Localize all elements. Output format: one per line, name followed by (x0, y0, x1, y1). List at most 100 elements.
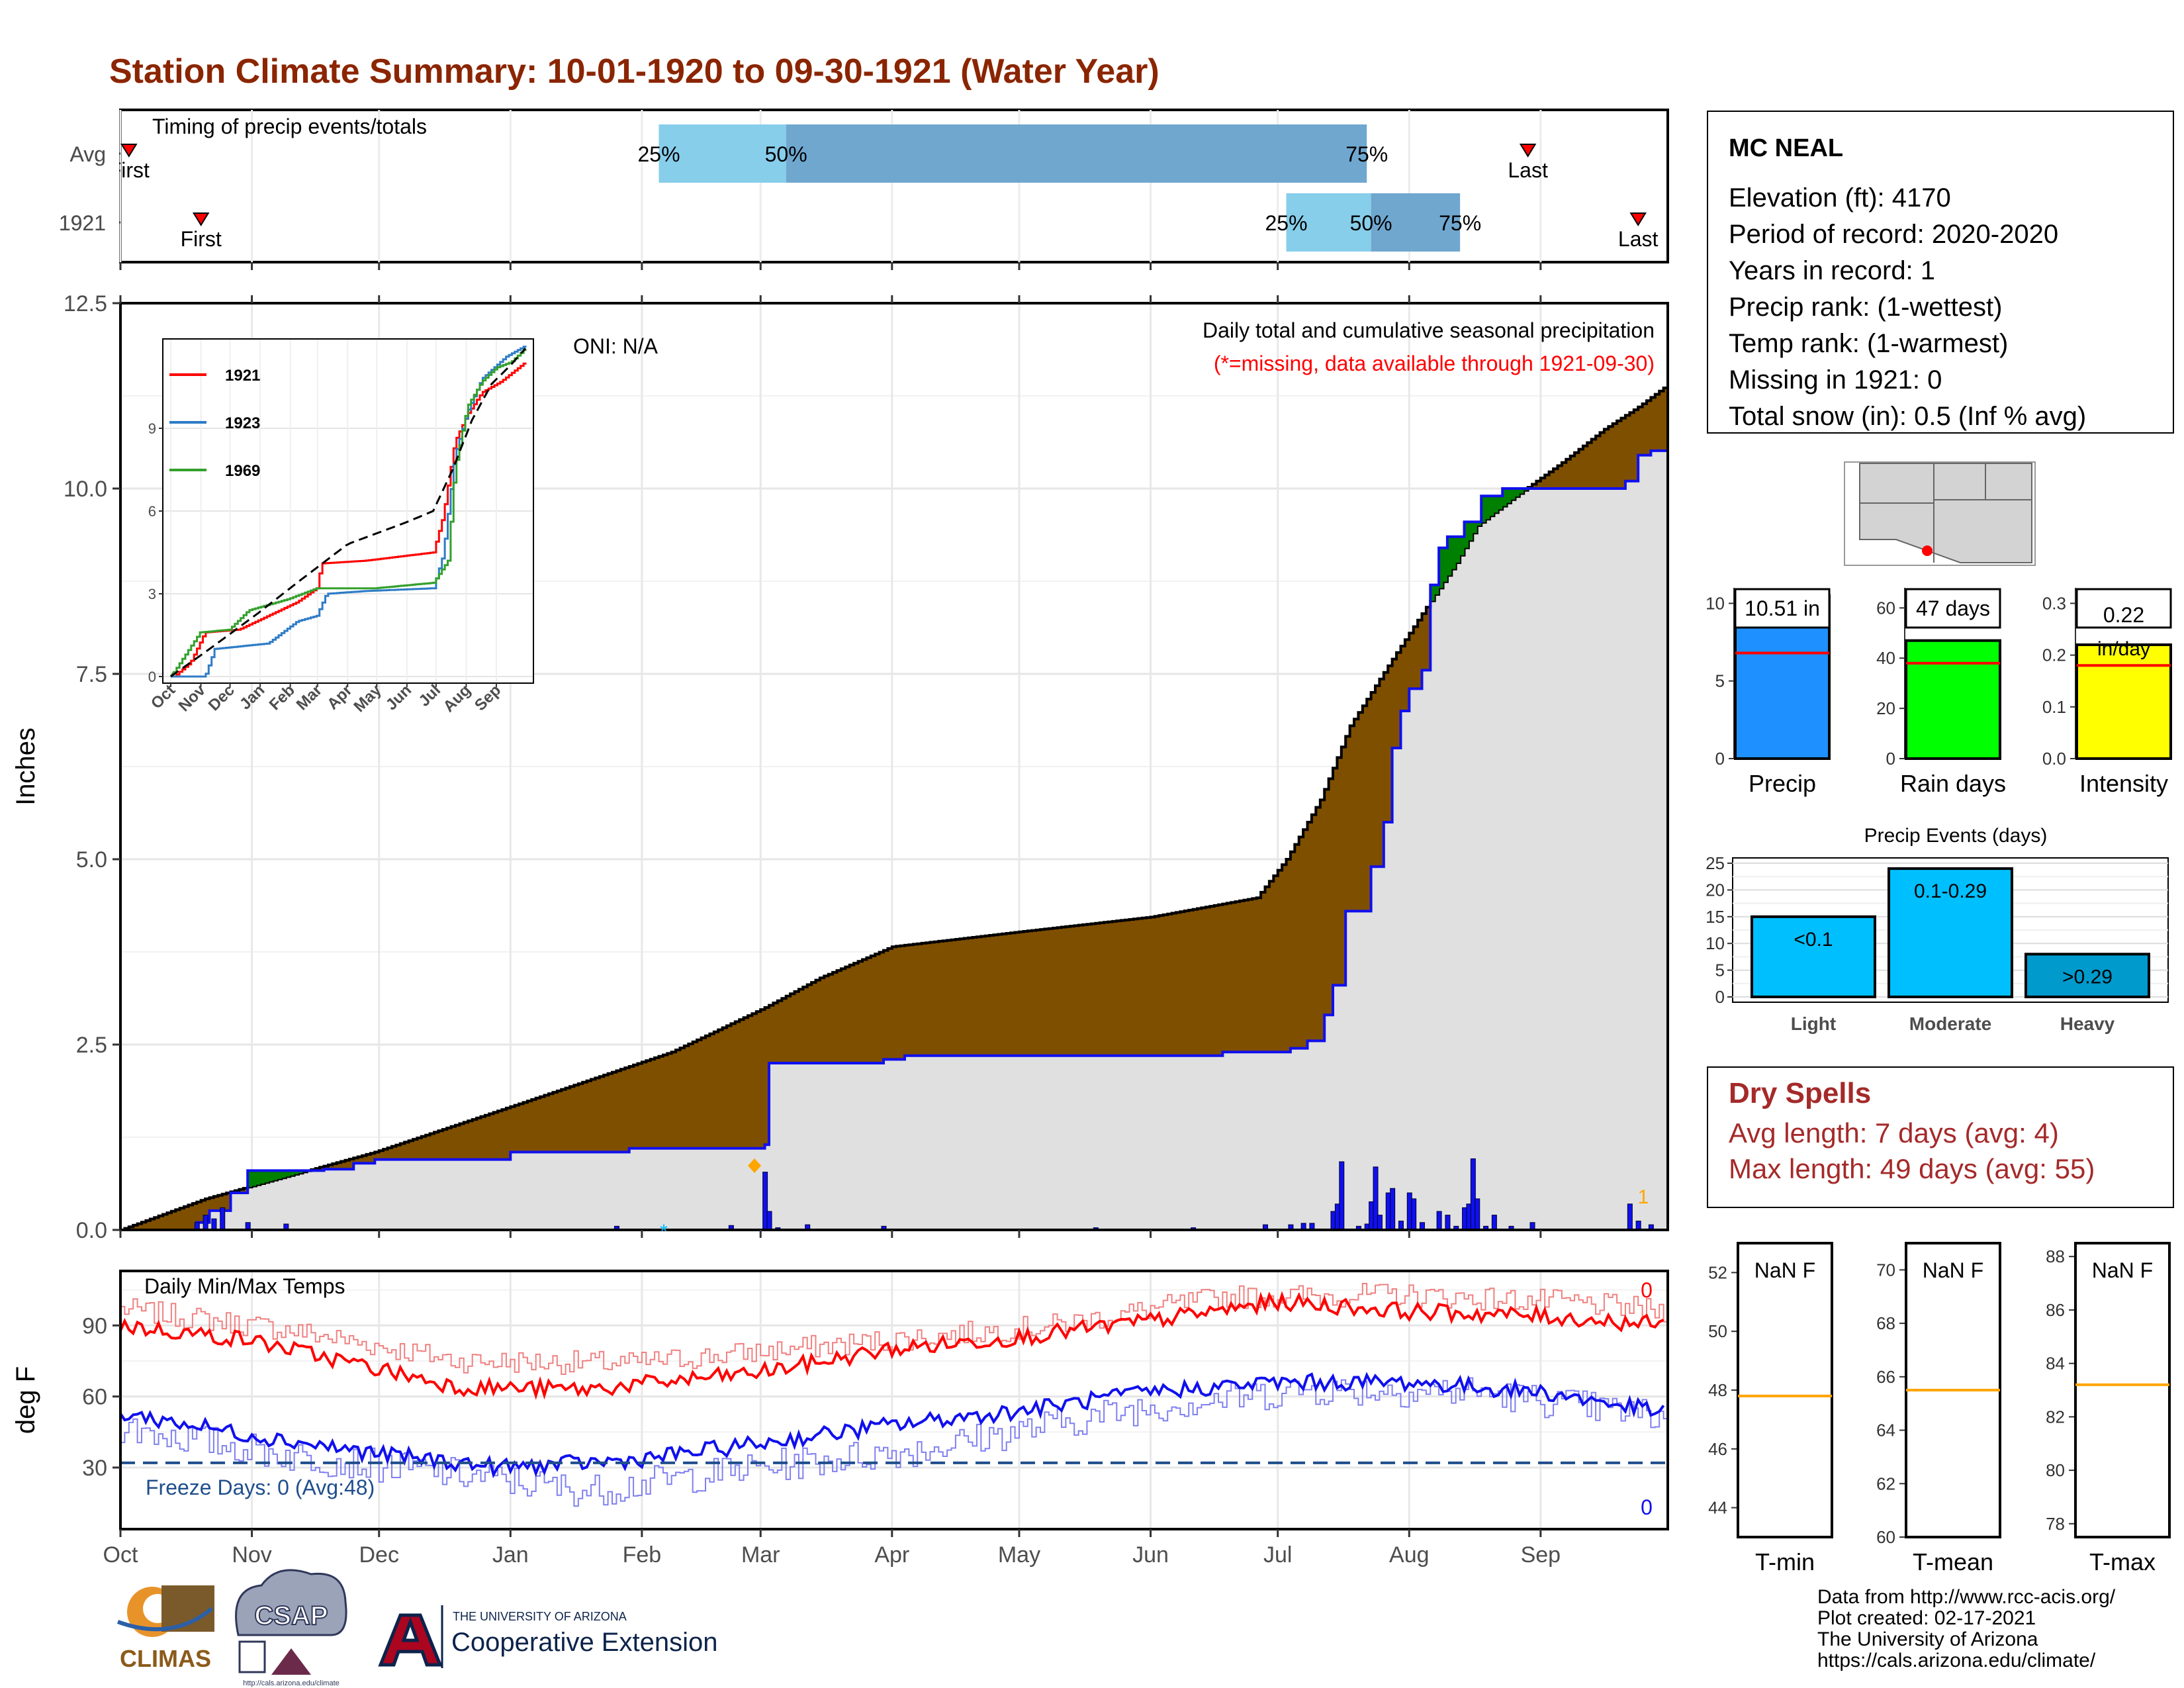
temp-box-ytick: 78 (2046, 1514, 2065, 1534)
credit-line: https://cals.arizona.edu/climate/ (1817, 1650, 2096, 1671)
month-label: Feb (623, 1542, 662, 1568)
dry-spells-title: Dry Spells (1729, 1077, 1871, 1109)
station-info-box: MC NEAL Elevation (ft): 4170 Period of re… (1707, 111, 2174, 434)
precip-ytick: 0.0 (76, 1218, 107, 1243)
daily-precip-bar (1627, 1203, 1633, 1231)
month-label: Oct (103, 1542, 138, 1568)
temp-box-ytick: 48 (1708, 1380, 1727, 1400)
events-title: Precip Events (days) (1864, 825, 2048, 847)
timing-marker-label: First (181, 227, 222, 251)
temperature-summary-boxes: 44 46 48 50 52 NaN F T-min 60 62 64 66 68 70 NaN F T-m… (1708, 1242, 2171, 1575)
p75-label: 75% (1345, 142, 1388, 166)
stat-bar (1905, 639, 2001, 760)
temp-box-ytick: 80 (2046, 1460, 2065, 1480)
month-label: Aug (1389, 1542, 1430, 1568)
precip-ytick: 2.5 (76, 1033, 107, 1058)
timing-bar-q2 (1371, 193, 1461, 252)
stat-value-unit: in/day (2097, 638, 2150, 660)
timing-row-label: 1921 (59, 211, 106, 235)
timing-marker-label: Last (1508, 158, 1548, 182)
stat-ytick: 60 (1876, 598, 1895, 618)
inset-ytick: 6 (148, 503, 156, 520)
cumulative-1921-line (120, 449, 1668, 1231)
temp-panel: Daily Min/Max Temps Freeze Days: 0 (Avg:… (11, 1270, 1669, 1568)
precip-ylabel: Inches (11, 727, 40, 806)
precip-events-chart: Precip Events (days) 0 5 10 15 20 25 <0.1 Light… (1706, 825, 2169, 1034)
month-label: May (998, 1542, 1040, 1568)
temp-ytick: 90 (82, 1313, 107, 1338)
stat-ytick: 5 (1715, 671, 1725, 691)
cumulative-avg-line (120, 385, 1669, 1231)
station-info-line: Elevation (ft): 4170 (1729, 183, 1951, 212)
tmin-line (119, 1372, 1665, 1479)
daily-precip-bar (766, 1211, 772, 1231)
temp-label: Daily Min/Max Temps (144, 1274, 345, 1298)
inset-ytick: 0 (148, 669, 156, 685)
timing-bar-q1 (659, 124, 786, 183)
p25-label: 25% (1265, 211, 1307, 235)
stat-ytick: 0 (1715, 749, 1725, 769)
daily-precip-bar (1411, 1198, 1417, 1231)
station-info-line: Missing in 1921: 0 (1729, 365, 1942, 395)
csap-url: http://cals.arizona.edu/climate (243, 1679, 340, 1687)
stat-value-label: 47 days (1916, 596, 1990, 620)
cumulative-precip-1921-area (120, 450, 1668, 1230)
temp-count-top: 0 (1641, 1278, 1653, 1302)
daily-precip-bar (1339, 1161, 1345, 1231)
month-label: Sep (1521, 1542, 1561, 1568)
tmax-normal-line (120, 1283, 1668, 1375)
p75-label: 75% (1439, 211, 1481, 235)
missing-count: 1 (1638, 1186, 1649, 1208)
temp-box-ytick: 70 (1876, 1260, 1895, 1280)
stat-ytick: 20 (1876, 698, 1895, 718)
timing-marker (1629, 212, 1647, 226)
inset-ytick: 3 (148, 586, 156, 602)
csap-text: CSAP (254, 1601, 328, 1630)
dry-spells-box: Dry Spells Avg length: 7 days (avg: 4) M… (1707, 1066, 2174, 1208)
temp-summary-box (2074, 1242, 2171, 1538)
tmin-normal-line (120, 1377, 1668, 1507)
stat-caption: Rain days (1900, 770, 2006, 797)
inset-legend-label: 1921 (225, 367, 260, 385)
station-stat-bars: 0 5 10 10.51 in Precip 0 20 40 60 47 days Rain day… (1706, 588, 2172, 797)
freeze-days-label: Freeze Days: 0 (Avg:48) (146, 1476, 375, 1499)
temp-box-ytick: 66 (1876, 1367, 1895, 1387)
month-label: Jul (1263, 1542, 1292, 1568)
stat-ytick: 10 (1706, 593, 1725, 613)
timing-row-label: 1921 (59, 211, 106, 235)
inset-series-line (169, 349, 527, 677)
timing-row-label: Avg (69, 142, 106, 166)
daily-precip-bar (1635, 1221, 1641, 1231)
event-category: Moderate (1909, 1013, 1991, 1034)
events-ytick: 15 (1706, 907, 1725, 927)
temp-box-value: NaN F (1923, 1258, 1983, 1282)
temp-ylabel: deg F (11, 1366, 40, 1434)
month-label: Mar (741, 1542, 780, 1568)
station-info-line: Period of record: 2020-2020 (1729, 220, 2058, 249)
event-category: Light (1791, 1013, 1836, 1034)
event-bar (1888, 867, 2013, 999)
event-bar-label: 0.1-0.29 (1914, 880, 1987, 902)
precip-panel: ONI: N/A Daily total and cumulative seas… (11, 291, 1669, 1243)
timing-marker (120, 144, 138, 158)
credit-line: The University of Arizona (1817, 1628, 2038, 1650)
daily-precip-bar (1390, 1188, 1396, 1231)
temp-box-value: NaN F (2092, 1258, 2153, 1282)
inset-legend-label: 1969 (225, 462, 260, 480)
temp-ytick: 60 (82, 1385, 107, 1410)
ua-big-text: Cooperative Extension (451, 1628, 717, 1657)
event-bar (2025, 953, 2150, 999)
inset-ytick: 9 (148, 420, 156, 437)
dry-spells-avg: Avg length: 7 days (avg: 4) (1729, 1117, 2059, 1149)
university-of-arizona-logo: THE UNIVERSITY OF ARIZONA Cooperative Ex… (378, 1605, 717, 1668)
stat-ytick: 0.0 (2042, 749, 2066, 769)
daily-precip-bar (220, 1207, 226, 1231)
daily-precip-bar (1445, 1215, 1451, 1231)
temp-box-value: NaN F (1754, 1258, 1815, 1282)
precip-ytick: 7.5 (76, 662, 107, 687)
temp-box-ytick: 52 (1708, 1262, 1727, 1282)
station-info-line: Temp rank: (1-warmest) (1729, 329, 2008, 358)
p50-label: 50% (765, 142, 807, 166)
station-name: MC NEAL (1729, 134, 1843, 162)
